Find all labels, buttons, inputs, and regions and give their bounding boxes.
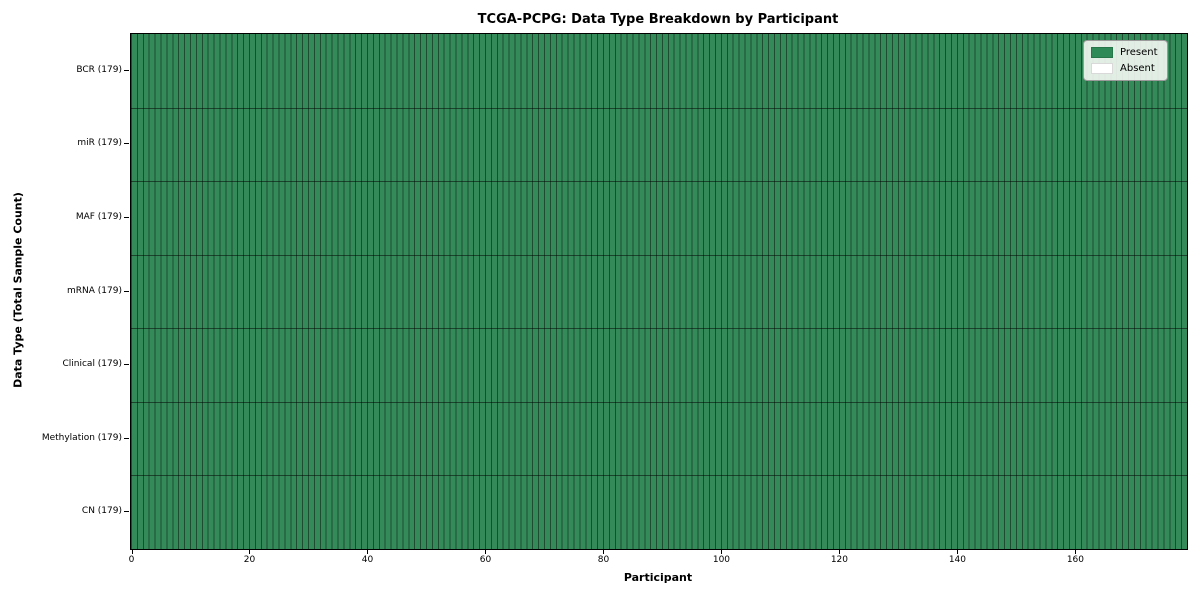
y-tick-mark	[124, 69, 129, 71]
y-tick-label: Clinical (179)	[62, 359, 122, 370]
x-tick-label: 20	[243, 555, 256, 565]
y-tick-label: CN (179)	[81, 506, 122, 517]
heatmap-plot-area	[130, 33, 1188, 550]
y-tick-mark	[124, 216, 129, 218]
y-tick-mark	[124, 290, 129, 292]
x-tick-mark	[603, 549, 605, 554]
chart-title: TCGA-PCPG: Data Type Breakdown by Partic…	[477, 12, 839, 27]
legend-label: Present	[1120, 47, 1158, 58]
heatmap-row	[131, 254, 1187, 329]
y-tick-mark	[124, 437, 129, 439]
y-tick-label: mRNA (179)	[67, 285, 122, 296]
row-separator	[131, 107, 1187, 109]
y-axis-label: Data Type (Total Sample Count)	[11, 192, 25, 388]
x-tick-mark	[839, 549, 841, 554]
heatmap-row	[131, 107, 1187, 182]
x-tick-label: 140	[948, 555, 966, 565]
heatmap-row	[131, 328, 1187, 402]
heatmap-row	[131, 181, 1187, 255]
row-separator	[131, 181, 1187, 183]
heatmap-row	[131, 475, 1187, 549]
x-tick-label: 120	[830, 555, 849, 565]
heatmap-row	[131, 401, 1187, 476]
x-tick-label: 160	[1066, 555, 1084, 565]
x-tick-label: 80	[597, 555, 610, 565]
x-tick-label: 0	[128, 555, 135, 565]
row-separator	[131, 254, 1187, 256]
y-tick-label: miR (179)	[77, 138, 122, 149]
y-tick-label: Methylation (179)	[41, 432, 122, 443]
legend-swatch	[1091, 47, 1113, 58]
y-tick-mark	[124, 143, 129, 145]
x-tick-mark	[249, 549, 251, 554]
row-separator	[131, 475, 1187, 477]
x-axis-label: Participant	[623, 571, 693, 584]
x-tick-mark	[485, 549, 487, 554]
legend-label: Absent	[1120, 63, 1155, 74]
x-tick-mark	[131, 549, 133, 554]
y-tick-label: BCR (179)	[76, 64, 122, 75]
legend-swatch	[1091, 63, 1113, 74]
y-tick-mark	[124, 364, 129, 366]
x-tick-mark	[721, 549, 723, 554]
row-separator	[131, 401, 1187, 403]
legend-item: Present	[1091, 47, 1158, 58]
x-tick-label: 100	[712, 555, 731, 565]
y-tick-mark	[124, 511, 129, 513]
x-tick-mark	[367, 549, 369, 554]
heatmap-row	[131, 34, 1187, 108]
y-tick-label: MAF (179)	[75, 211, 122, 222]
x-tick-mark	[957, 549, 959, 554]
x-tick-mark	[1075, 549, 1077, 554]
x-tick-label: 40	[361, 555, 374, 565]
x-tick-label: 60	[479, 555, 492, 565]
row-separator	[131, 328, 1187, 330]
legend: Present Absent	[1083, 40, 1168, 81]
legend-item: Absent	[1091, 63, 1158, 74]
